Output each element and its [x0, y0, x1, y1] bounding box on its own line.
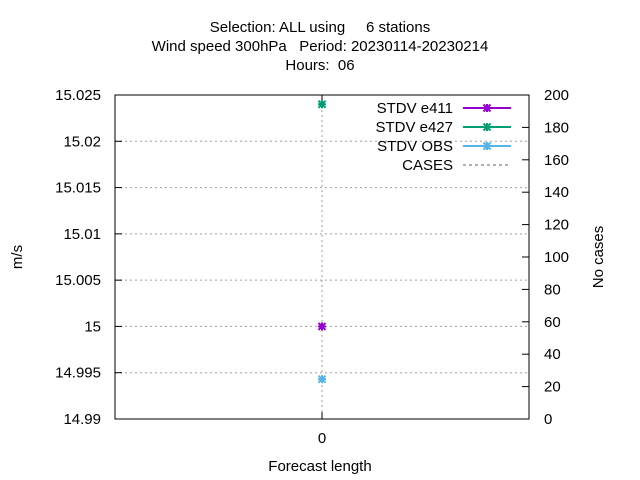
- title-line-1: Selection: ALL using 6 stations: [210, 19, 430, 36]
- y-tick-label: 14.99: [63, 411, 101, 428]
- y2-tick-label: 180: [544, 119, 569, 136]
- legend-label: STDV e411: [377, 100, 453, 117]
- grid-lines: [115, 95, 529, 419]
- y2-tick-label: 20: [544, 379, 561, 396]
- y2-tick-label: 60: [544, 314, 561, 331]
- y2-tick-label: 100: [544, 249, 569, 266]
- y-tick-label: 14.995: [55, 365, 101, 382]
- legend-marker: [482, 103, 492, 113]
- y2-axis-label: No cases: [590, 226, 607, 289]
- legend-marker: [482, 122, 492, 132]
- legend: STDV e411 STDV e427 STDV OBS CASES: [375, 100, 511, 174]
- y2-tick-label: 200: [544, 87, 569, 104]
- x-axis-label: Forecast length: [268, 458, 371, 475]
- y-tick-label: 15.02: [63, 133, 101, 150]
- y-tick-label: 15.005: [55, 272, 101, 289]
- legend-label: STDV e427: [375, 119, 453, 136]
- y2-tick-label: 120: [544, 217, 569, 234]
- y2-tick-label: 40: [544, 346, 561, 363]
- y2-tick-label: 160: [544, 152, 569, 169]
- legend-label: STDV OBS: [377, 138, 453, 155]
- title-line-3: Hours: 06: [285, 57, 354, 74]
- legend-label: CASES: [402, 157, 453, 174]
- legend-marker: [482, 141, 492, 151]
- data-point-stdv-e411: [317, 322, 327, 331]
- y-axis-label: m/s: [9, 245, 26, 269]
- y-tick-label: 15: [84, 318, 101, 335]
- chart-title: Selection: ALL using 6 stations Wind spe…: [152, 19, 489, 74]
- axis-ticks: 14.99 14.995 15 15.005 15.01 15.015 15.02 15.02…: [55, 87, 569, 447]
- data-point-stdv-e427: [317, 100, 327, 109]
- x-tick-label: 0: [318, 430, 326, 447]
- y-tick-label: 15.01: [63, 226, 101, 243]
- y2-tick-label: 0: [544, 411, 552, 428]
- y-tick-label: 15.025: [55, 87, 101, 104]
- y2-tick-label: 80: [544, 281, 561, 298]
- y2-tick-label: 140: [544, 184, 569, 201]
- data-point-stdv-obs: [317, 374, 327, 384]
- data-points: [317, 100, 327, 384]
- y-tick-label: 15.015: [55, 180, 101, 197]
- title-line-2: Wind speed 300hPa Period: 20230114-20230…: [152, 38, 489, 55]
